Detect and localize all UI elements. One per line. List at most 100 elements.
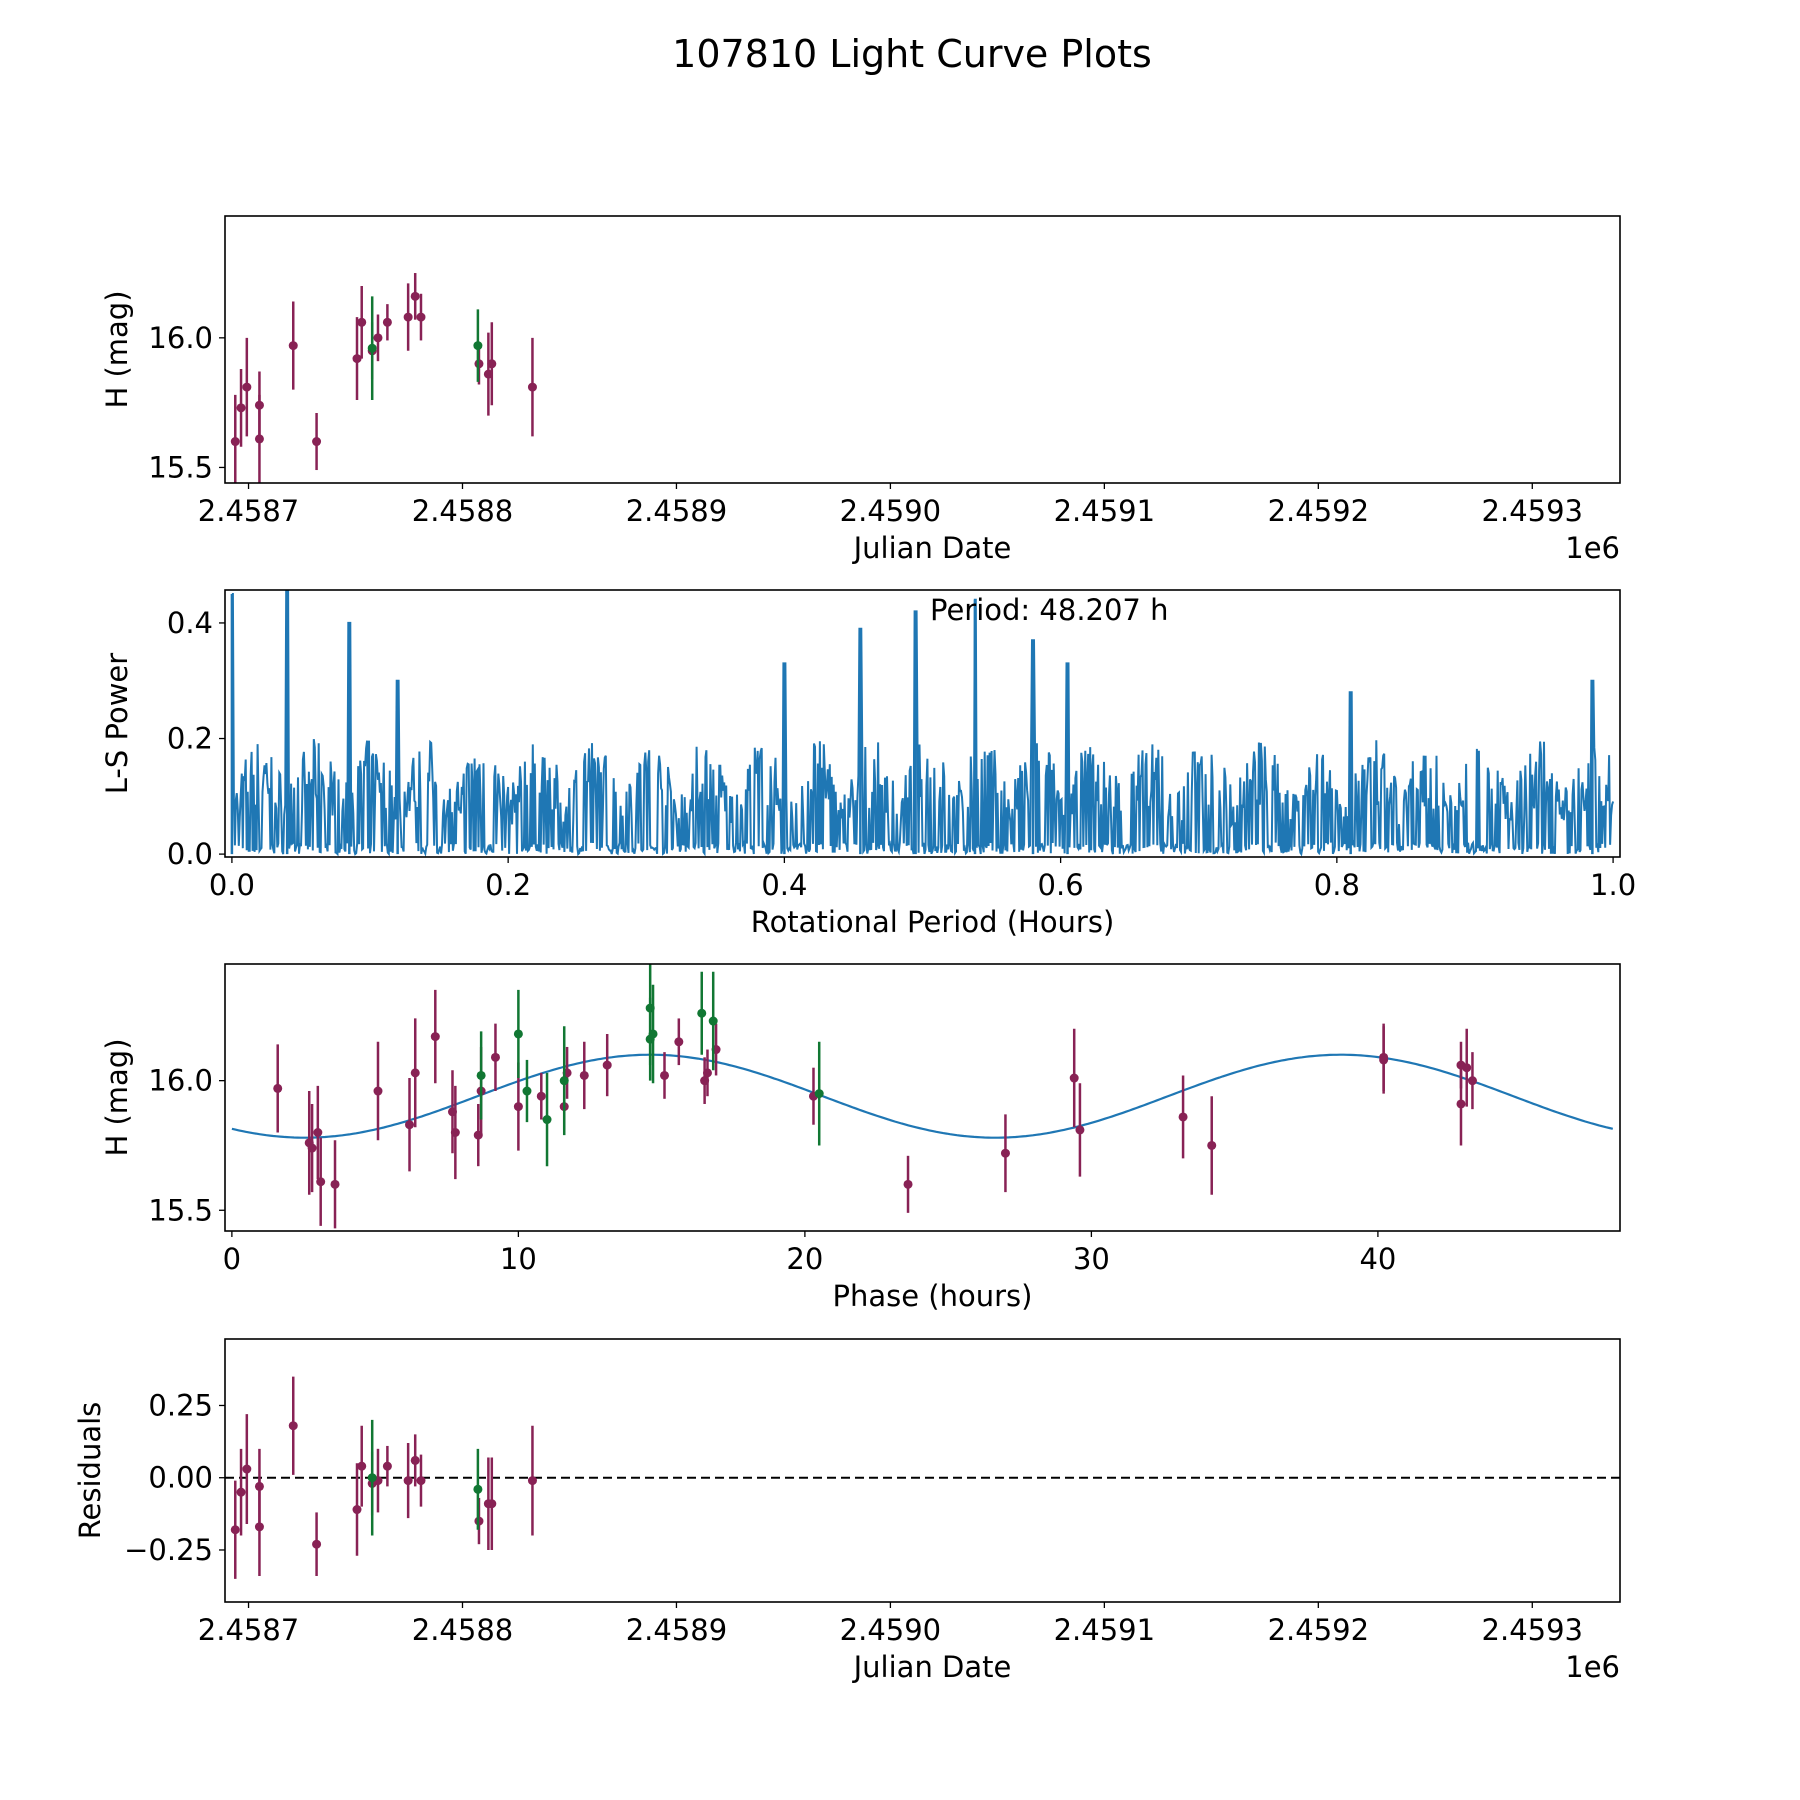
data-point <box>487 359 497 369</box>
data-point <box>330 1179 340 1189</box>
data-point <box>230 1525 240 1535</box>
data-point <box>367 1473 377 1483</box>
panel-residuals: 2.4587 2.4588 2.4589 2.4590 2.4591 2.4592 2.45… <box>73 1338 1621 1684</box>
x-tick-label: 40 <box>1359 1242 1396 1276</box>
x-axis-label: Julian Date <box>852 531 1012 565</box>
periodogram-line <box>231 590 1615 857</box>
x-tick-label: 0.4 <box>761 868 807 902</box>
data-point <box>416 1476 426 1486</box>
data-point <box>1456 1099 1466 1109</box>
data-point <box>316 1177 326 1187</box>
data-point <box>242 382 252 392</box>
data-point <box>416 312 426 322</box>
x-tick-label: 2.4592 <box>1268 1613 1369 1647</box>
panel-phased: 0 10 20 30 40 15.5 16.0 Phase (hours) H (mag) <box>100 963 1621 1313</box>
axes-frame <box>224 215 1621 484</box>
x-tick-label: 0.6 <box>1038 868 1084 902</box>
data-point <box>352 1505 362 1515</box>
data-point <box>288 1421 298 1431</box>
data-point <box>1178 1112 1188 1122</box>
x-tick-label: 2.4587 <box>198 494 299 528</box>
x-tick-label: 2.4588 <box>412 494 513 528</box>
data-point <box>674 1037 684 1047</box>
data-point <box>405 1120 415 1130</box>
data-point <box>352 354 362 364</box>
x-tick-label: 20 <box>786 1242 823 1276</box>
data-point <box>476 1070 486 1080</box>
data-point <box>450 1127 460 1137</box>
data-point <box>559 1076 569 1086</box>
y-tick-label: 0.00 <box>148 1461 213 1495</box>
y-tick-label: 0.4 <box>167 606 213 640</box>
x-tick-label: 2.4591 <box>1054 1613 1155 1647</box>
x-tick-label: 2.4587 <box>198 1613 299 1647</box>
data-point <box>273 1083 283 1093</box>
y-axis-label: H (mag) <box>100 1038 134 1156</box>
y-tick-label: 15.5 <box>148 1193 213 1227</box>
x-tick-label: 2.4590 <box>840 494 941 528</box>
data-point <box>697 1008 707 1018</box>
x-tick-label: 2.4593 <box>1482 494 1583 528</box>
y-tick-label: 16.0 <box>148 1064 213 1098</box>
x-tick-label: 2.4589 <box>626 1613 727 1647</box>
data-point <box>513 1102 523 1112</box>
y-tick-label: 16.0 <box>148 321 213 355</box>
y-tick-label: 15.5 <box>148 450 213 484</box>
data-point <box>473 341 483 351</box>
period-annotation: Period: 48.207 h <box>930 593 1169 627</box>
data-point <box>1467 1076 1477 1086</box>
data-point <box>903 1179 913 1189</box>
data-point <box>513 1029 523 1039</box>
panel-periodogram: Period: 48.207 h 0.0 0.2 0.4 0.6 0.8 1.0 0.0 0.2… <box>100 589 1636 939</box>
data-point <box>242 1464 252 1474</box>
x-tick-label: 0.8 <box>1314 868 1360 902</box>
data-point <box>307 1143 317 1153</box>
data-point <box>522 1086 532 1096</box>
plot-area <box>225 1376 1620 1579</box>
x-tick-label: 2.4590 <box>840 1613 941 1647</box>
data-point <box>403 1476 413 1486</box>
data-point <box>403 312 413 322</box>
x-tick-label: 10 <box>500 1242 537 1276</box>
y-tick-label: 0.25 <box>148 1388 213 1422</box>
data-point <box>382 1461 392 1471</box>
axes-frame <box>224 1338 1621 1603</box>
data-point <box>702 1068 712 1078</box>
y-axis-label: L-S Power <box>100 653 134 794</box>
data-point <box>367 343 377 353</box>
axes-frame <box>224 589 1621 858</box>
y-tick-label: 0.2 <box>167 722 213 756</box>
data-point <box>487 1499 497 1509</box>
panel-lightcurve: 2.4587 2.4588 2.4589 2.4590 2.4591 2.4592 2.45… <box>100 215 1621 565</box>
x-tick-label: 0.2 <box>485 868 531 902</box>
data-point <box>814 1089 824 1099</box>
data-point <box>602 1060 612 1070</box>
x-tick-label: 0 <box>223 1242 241 1276</box>
x-tick-label: 0.0 <box>209 868 255 902</box>
data-point <box>1075 1125 1085 1135</box>
x-axis-label: Rotational Period (Hours) <box>751 905 1115 939</box>
data-point <box>490 1052 500 1062</box>
data-point <box>373 333 383 343</box>
data-point <box>1207 1140 1217 1150</box>
data-point <box>542 1115 552 1125</box>
data-point <box>473 1484 483 1494</box>
data-point <box>648 1029 658 1039</box>
x-offset-label: 1e6 <box>1565 531 1620 565</box>
data-point <box>660 1070 670 1080</box>
data-point <box>410 1068 420 1078</box>
y-axis-label: Residuals <box>73 1402 107 1540</box>
data-point <box>373 1086 383 1096</box>
x-axis-label: Julian Date <box>852 1650 1012 1684</box>
data-point <box>1462 1063 1472 1073</box>
x-axis-label: Phase (hours) <box>833 1279 1033 1313</box>
data-point <box>313 1127 323 1137</box>
model-fit-curve <box>231 1053 1614 1139</box>
data-point <box>410 1455 420 1465</box>
x-tick-label: 2.4593 <box>1482 1613 1583 1647</box>
x-offset-label: 1e6 <box>1565 1650 1620 1684</box>
figure-title: 107810 Light Curve Plots <box>672 32 1152 76</box>
data-point <box>312 1539 322 1549</box>
data-point <box>1000 1148 1010 1158</box>
